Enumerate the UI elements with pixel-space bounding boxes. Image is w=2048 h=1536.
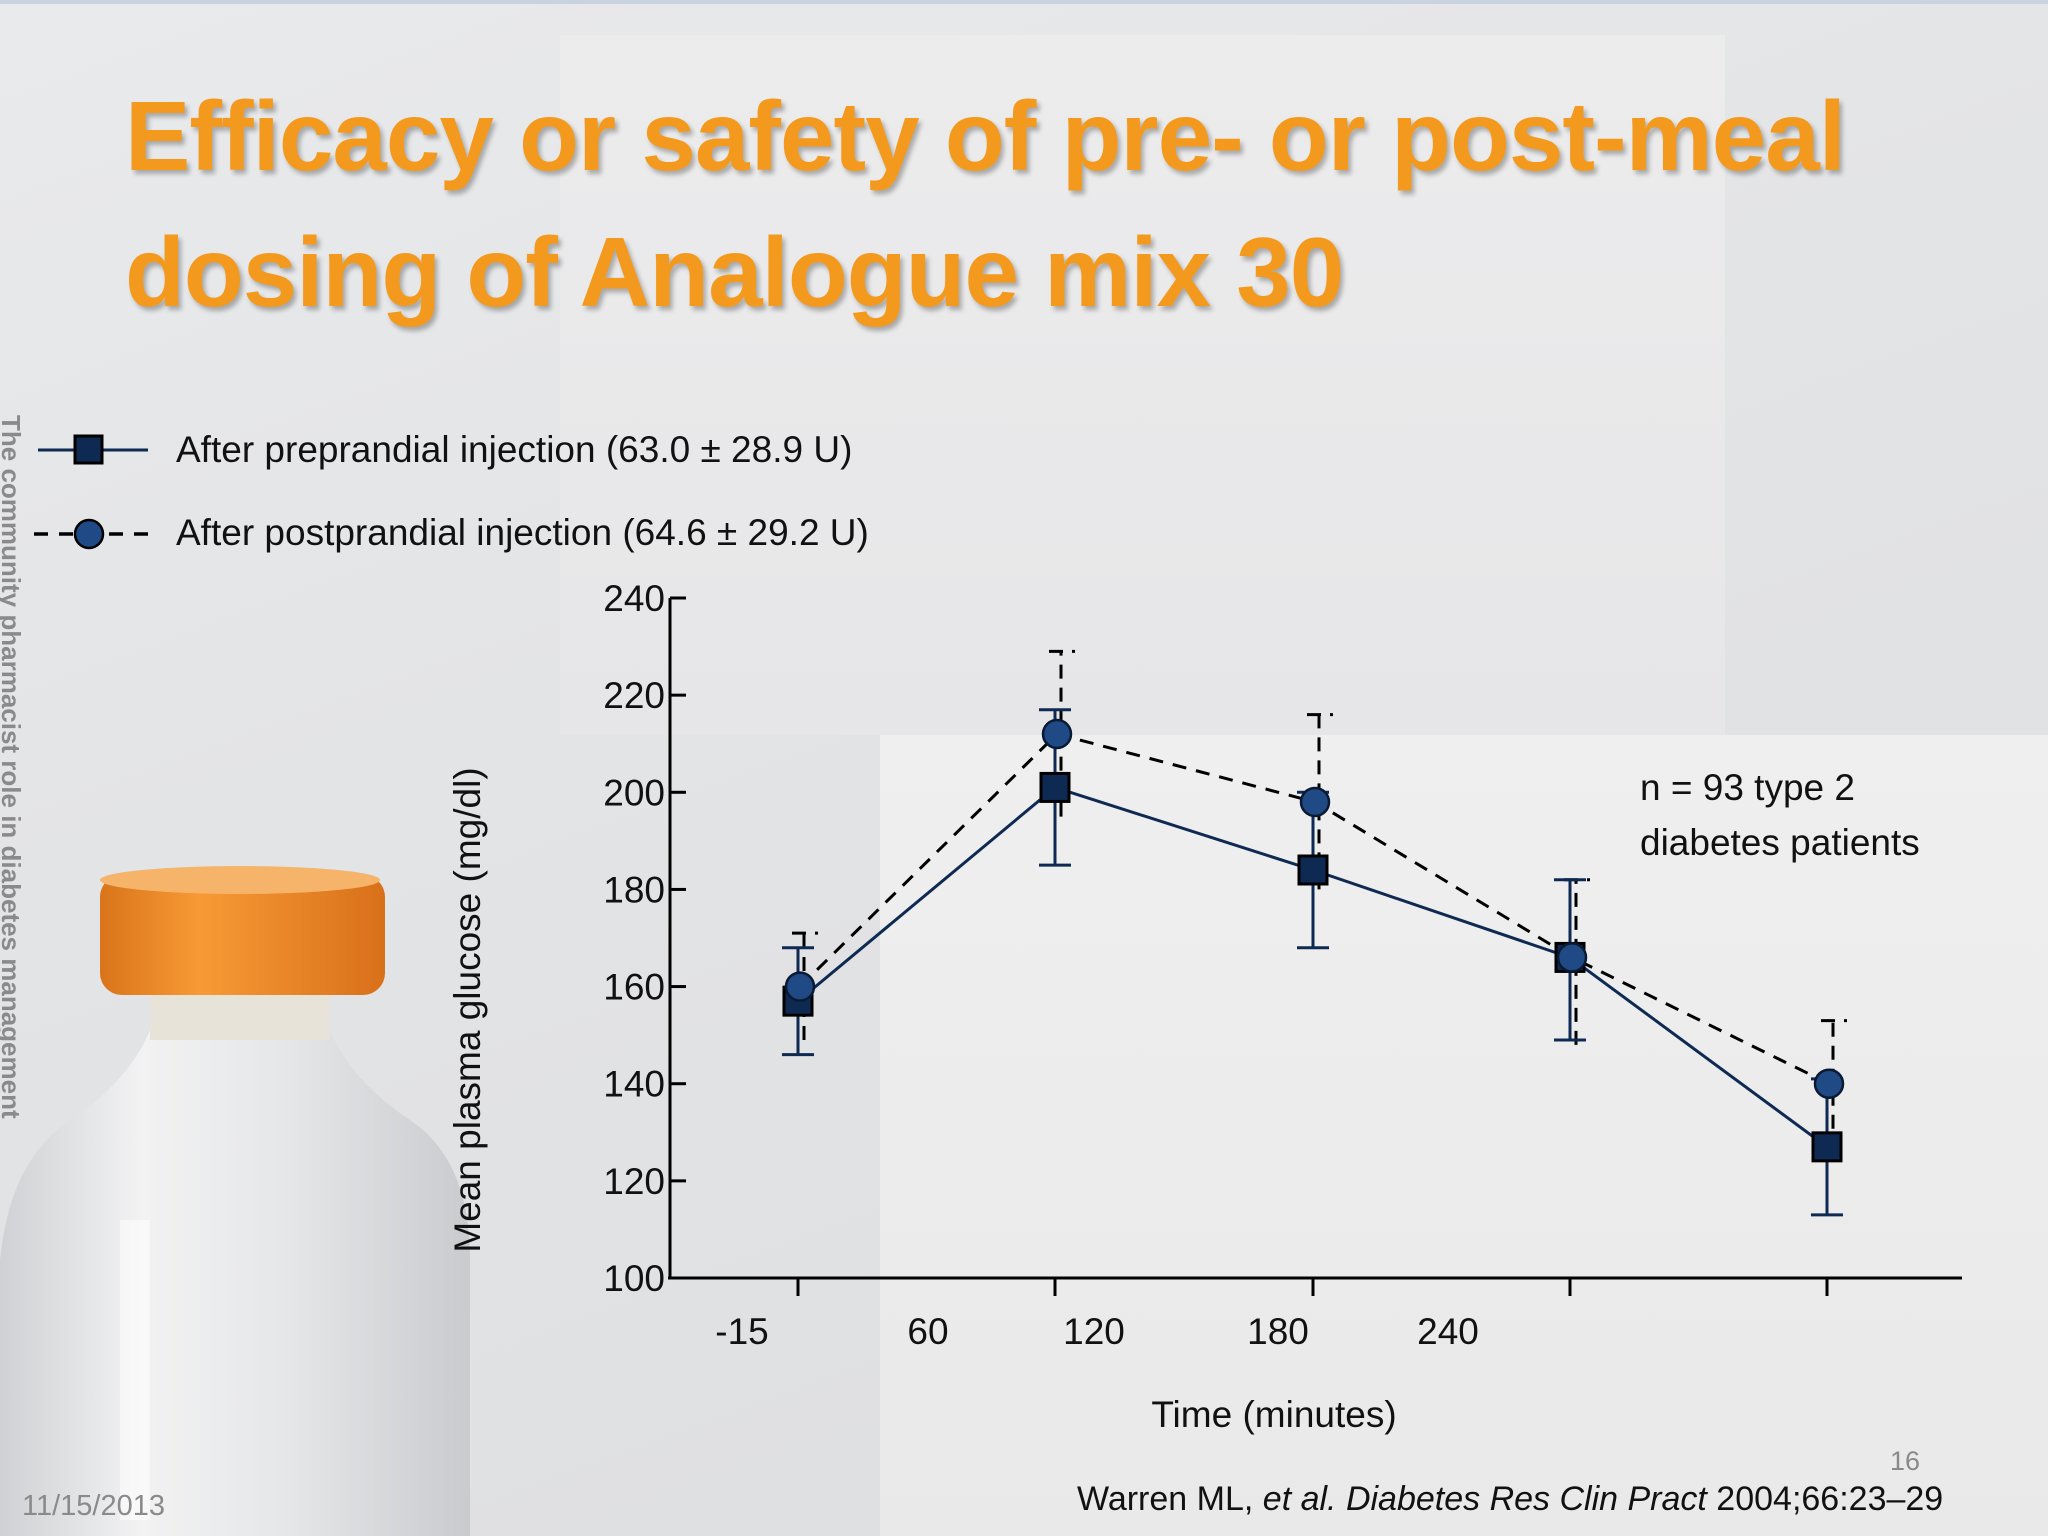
annotation-line-2: diabetes patients — [1640, 822, 1920, 863]
slide-date: 11/15/2013 — [22, 1490, 165, 1522]
x-tick-label: 240 — [1417, 1311, 1479, 1352]
point-post — [784, 971, 816, 1002]
x-axis-label: Time (minutes) — [1151, 1394, 1396, 1435]
background-panel — [560, 35, 1725, 735]
legend-label-pre: After preprandial injection (63.0 ± 28.9… — [176, 429, 852, 470]
y-tick-label: 220 — [603, 675, 665, 716]
y-tick-label: 240 — [603, 578, 665, 619]
y-tick-label: 160 — [603, 967, 665, 1008]
title-line-2: dosing of Analogue mix 30 — [125, 217, 1344, 327]
legend: After preprandial injection (63.0 ± 28.9… — [34, 429, 869, 553]
x-tick-label: 120 — [1063, 1311, 1125, 1352]
top-accent-line — [0, 0, 2048, 4]
legend-label-post: After postprandial injection (64.6 ± 29.… — [176, 512, 869, 553]
point-post — [1041, 718, 1073, 750]
point-pre — [1811, 1131, 1843, 1163]
x-tick-label: 180 — [1247, 1311, 1309, 1352]
y-tick-label: 100 — [603, 1258, 665, 1299]
legend-item-post: After postprandial injection (64.6 ± 29.… — [34, 512, 869, 553]
slide-title: Efficacy or safety of pre- or post-meal … — [125, 68, 1975, 340]
slide-number: 16 — [1890, 1446, 1921, 1476]
citation-journal: et al. Diabetes Res Clin Pract — [1262, 1480, 1707, 1518]
legend-item-pre: After preprandial injection (63.0 ± 28.9… — [38, 429, 852, 470]
background-panel-lower — [880, 735, 2048, 1536]
y-tick-label: 120 — [603, 1161, 665, 1202]
annotation-line-1: n = 93 type 2 — [1640, 767, 1855, 808]
y-tick-label: 200 — [603, 772, 665, 813]
point-post — [1299, 786, 1331, 818]
y-tick-label: 140 — [603, 1064, 665, 1105]
citation-author: Warren ML, — [1077, 1480, 1263, 1518]
citation: Warren ML, et al. Diabetes Res Clin Prac… — [1077, 1480, 1943, 1519]
citation-rest: 2004;66:23–29 — [1706, 1480, 1944, 1518]
point-post — [1556, 942, 1588, 973]
insulin-vial-image — [0, 866, 470, 1536]
y-axis-label: Mean plasma glucose (mg/dl) — [447, 767, 488, 1252]
x-tick-label: 60 — [907, 1311, 948, 1352]
point-pre — [1039, 771, 1071, 803]
x-tick-label: -15 — [715, 1311, 768, 1352]
point-pre — [1297, 854, 1329, 886]
y-tick-label: 180 — [603, 869, 665, 910]
title-line-1: Efficacy or safety of pre- or post-meal — [125, 81, 1846, 191]
point-post — [1813, 1068, 1845, 1099]
